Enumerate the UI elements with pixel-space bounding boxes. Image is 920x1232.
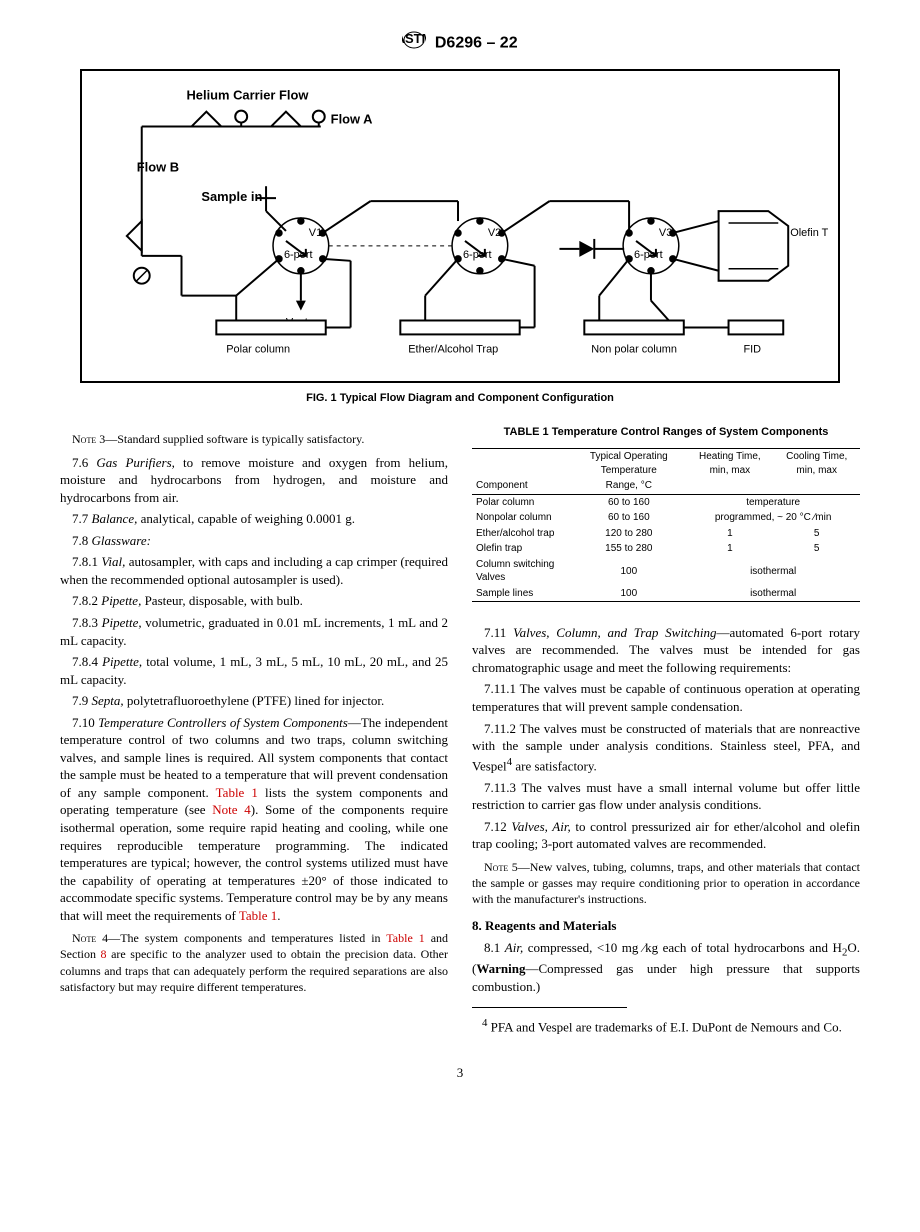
para-7-6: 7.6 Gas Purifiers, to remove moisture an… — [60, 454, 448, 507]
doc-id: D6296 – 22 — [435, 35, 518, 52]
table-row: Sample lines100isothermal — [472, 586, 860, 602]
left-column: Note 3—Standard supplied software is typ… — [60, 425, 448, 1040]
section-8-heading: 8. Reagents and Materials — [472, 917, 860, 935]
para-7-12: 7.12 Valves, Air, to control pressurized… — [472, 818, 860, 853]
para-7-7: 7.7 Balance, analytical, capable of weig… — [60, 510, 448, 528]
table-row: Polar column60 to 160temperature — [472, 494, 860, 510]
table-row: Olefin trap155 to 28015 — [472, 541, 860, 557]
para-7-11: 7.11 Valves, Column, and Trap Switching—… — [472, 624, 860, 677]
para-7-10: 7.10 Temperature Controllers of System C… — [60, 714, 448, 925]
doc-header: ASTM D6296 – 22 — [60, 30, 860, 57]
svg-text:V3: V3 — [659, 227, 672, 239]
table-row: Ether/alcohol trap120 to 28015 — [472, 526, 860, 542]
para-7-9: 7.9 Septa, polytetrafluoroethylene (PTFE… — [60, 692, 448, 710]
svg-text:ASTM: ASTM — [402, 31, 426, 46]
svg-text:6-port: 6-port — [463, 248, 492, 260]
para-7-11-3: 7.11.3 The valves must have a small inte… — [472, 779, 860, 814]
para-7-8: 7.8 Glassware: — [60, 532, 448, 550]
note-4: Note 4—The system components and tempera… — [60, 930, 448, 995]
svg-text:Flow A: Flow A — [331, 111, 373, 126]
svg-text:V1: V1 — [309, 227, 322, 239]
table-1: Typical Operating Temperature Heating Ti… — [472, 448, 860, 602]
note-3: Note 3—Standard supplied software is typ… — [60, 431, 448, 447]
para-8-1: 8.1 Air, compressed, <10 mg ⁄kg each of … — [472, 939, 860, 995]
svg-text:Olefin Trap: Olefin Trap — [790, 227, 828, 239]
table-1-title: TABLE 1 Temperature Control Ranges of Sy… — [472, 425, 860, 440]
table1-link[interactable]: Table 1 — [386, 931, 424, 945]
figure-caption: FIG. 1 Typical Flow Diagram and Componen… — [60, 391, 860, 406]
svg-text:6-port: 6-port — [284, 248, 313, 260]
right-column: TABLE 1 Temperature Control Ranges of Sy… — [472, 425, 860, 1040]
para-7-11-1: 7.11.1 The valves must be capable of con… — [472, 680, 860, 715]
table1-link[interactable]: Table 1 — [239, 908, 277, 923]
para-7-8-1: 7.8.1 Vial, autosampler, with caps and i… — [60, 553, 448, 588]
svg-text:V2: V2 — [488, 227, 501, 239]
note-5: Note 5—New valves, tubing, columns, trap… — [472, 859, 860, 908]
svg-text:FID: FID — [743, 343, 761, 355]
note4-link[interactable]: Note 4 — [212, 802, 251, 817]
astm-logo-icon: ASTM — [402, 30, 426, 57]
table-row: Nonpolar column60 to 160programmed, ~ 20… — [472, 510, 860, 526]
footnote-rule — [472, 1007, 627, 1012]
svg-text:Sample in: Sample in — [201, 189, 262, 204]
footnote-4: 4 PFA and Vespel are trademarks of E.I. … — [472, 1016, 860, 1036]
svg-text:Non polar column: Non polar column — [591, 343, 677, 355]
svg-text:Flow B: Flow B — [137, 159, 179, 174]
para-7-8-4: 7.8.4 Pipette, total volume, 1 mL, 3 mL,… — [60, 653, 448, 688]
para-7-8-3: 7.8.3 Pipette, volumetric, graduated in … — [60, 614, 448, 649]
svg-text:Helium Carrier Flow: Helium Carrier Flow — [186, 87, 309, 102]
para-7-11-2: 7.11.2 The valves must be constructed of… — [472, 720, 860, 775]
page-number: 3 — [60, 1064, 860, 1082]
table-row: Column switching Valves100isothermal — [472, 557, 860, 586]
flow-diagram-figure: Helium Carrier Flow Flow A Flow B Sample… — [80, 69, 840, 383]
para-7-8-2: 7.8.2 Pipette, Pasteur, disposable, with… — [60, 592, 448, 610]
table1-link[interactable]: Table 1 — [216, 785, 258, 800]
svg-text:Polar column: Polar column — [226, 343, 290, 355]
svg-text:6-port: 6-port — [634, 248, 663, 260]
svg-text:Ether/Alcohol Trap: Ether/Alcohol Trap — [408, 343, 498, 355]
